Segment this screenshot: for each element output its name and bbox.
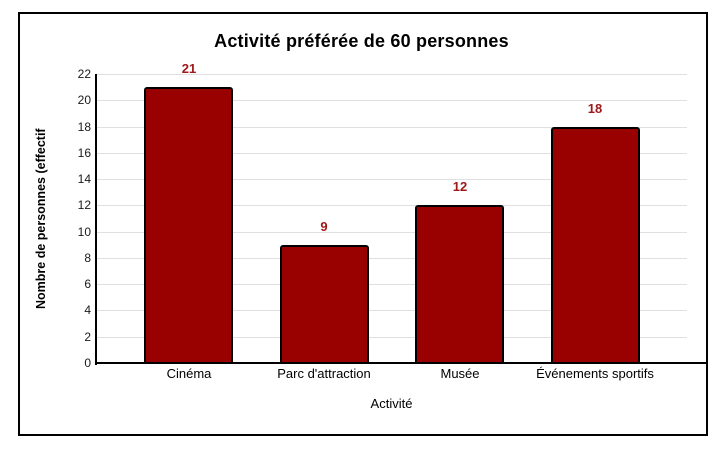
y-tick-label: 4 [84,303,91,317]
y-tick-label: 14 [77,172,91,186]
x-axis-line [95,362,708,364]
y-tick-label: 18 [77,120,91,134]
y-tick-label: 8 [84,251,91,265]
y-gridline [97,284,687,285]
x-axis-title: Activité [370,396,413,411]
chart-bar [551,127,640,364]
bar-value-label: 12 [452,179,468,194]
y-gridline [97,179,687,180]
y-gridline [97,205,687,206]
y-gridline [97,127,687,128]
y-tick-label: 22 [77,67,91,81]
y-tick-label: 16 [77,146,91,160]
y-gridline [97,258,687,259]
bar-value-label: 9 [320,219,328,234]
x-category-label: Parc d'attraction [277,366,371,381]
x-category-label: Musée [440,366,480,381]
y-gridline [97,337,687,338]
y-gridline [97,232,687,233]
y-tick-label: 10 [77,225,91,239]
y-tick-label: 20 [77,93,91,107]
y-tick-label: 0 [84,356,91,370]
y-tick-label: 2 [84,330,91,344]
chart-bar [144,87,233,364]
y-gridline [97,310,687,311]
x-category-label: Cinéma [166,366,212,381]
bar-value-label: 21 [181,61,197,76]
bar-value-label: 18 [587,101,603,116]
chart-title: Activité préférée de 60 personnes [214,31,509,51]
y-tick-label: 12 [77,198,91,212]
chart-bar [415,205,504,364]
y-gridline [97,153,687,154]
y-gridline [97,100,687,101]
y-axis-line [95,74,97,365]
y-tick-label: 6 [84,277,91,291]
chart-bar [280,245,369,364]
x-category-label: Événements sportifs [536,366,654,381]
y-gridline [97,74,687,75]
